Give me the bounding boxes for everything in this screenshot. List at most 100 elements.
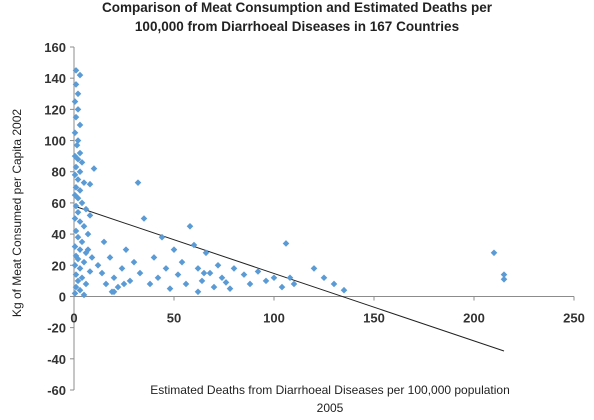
chart-title-line-2: 100,000 from Diarrhoeal Diseases in 167 …	[134, 19, 460, 34]
data-point	[71, 152, 79, 160]
data-point	[182, 280, 190, 288]
data-point	[72, 271, 80, 278]
data-point	[74, 194, 82, 202]
data-point	[80, 179, 88, 186]
x-tick-label: 100	[263, 310, 285, 325]
data-point	[73, 141, 81, 149]
data-point	[72, 202, 80, 210]
data-point	[82, 249, 90, 257]
x-tick-label: 50	[167, 310, 181, 325]
data-point	[72, 184, 80, 191]
data-point	[178, 258, 186, 266]
data-point	[210, 283, 218, 291]
data-point	[71, 290, 79, 297]
data-point	[226, 285, 234, 292]
data-point	[108, 288, 116, 296]
data-point	[190, 241, 198, 249]
data-point	[76, 218, 84, 225]
data-point	[86, 268, 94, 275]
x-tick-label: 200	[463, 310, 485, 325]
data-point	[84, 230, 92, 238]
data-point	[76, 265, 84, 272]
data-point	[194, 288, 202, 296]
chart-title-line-1: Comparison of Meat Consumption and Estim…	[101, 0, 493, 15]
data-point	[78, 238, 86, 246]
data-point	[71, 129, 79, 137]
data-point	[71, 243, 79, 250]
data-point	[120, 280, 128, 288]
data-point	[126, 277, 134, 285]
data-point	[214, 261, 222, 269]
data-point	[74, 137, 82, 144]
data-point	[76, 71, 84, 79]
data-point	[71, 191, 79, 199]
data-point	[90, 165, 98, 172]
y-tick-label: -40	[47, 352, 66, 367]
data-point	[200, 269, 208, 277]
x-tick-label: 150	[363, 310, 385, 325]
data-point	[76, 286, 84, 294]
data-point	[134, 179, 142, 186]
data-point	[282, 240, 290, 247]
data-point	[71, 171, 79, 179]
data-point	[170, 246, 178, 253]
data-point	[82, 280, 90, 288]
data-point	[88, 254, 96, 261]
y-tick-label: 100	[44, 134, 66, 149]
data-point	[106, 254, 114, 261]
data-point	[74, 208, 82, 216]
data-point	[86, 212, 94, 219]
data-point	[76, 187, 84, 194]
data-point	[72, 227, 80, 235]
data-point	[74, 155, 82, 163]
data-point	[206, 269, 214, 277]
data-point	[186, 222, 194, 230]
data-point	[202, 249, 210, 257]
x-tick-label: 250	[563, 310, 585, 325]
data-point	[146, 280, 154, 288]
data-point	[330, 280, 338, 288]
data-point	[76, 121, 84, 129]
y-tick-label: 60	[52, 196, 66, 211]
data-point	[122, 246, 130, 253]
data-point	[150, 254, 158, 261]
data-point	[310, 265, 318, 272]
y-tick-label: 40	[52, 227, 66, 242]
data-point	[118, 265, 126, 272]
data-point	[500, 271, 508, 278]
data-point	[198, 277, 206, 285]
data-point	[76, 246, 84, 253]
y-tick-label: 80	[52, 165, 66, 180]
data-point	[290, 280, 298, 288]
data-point	[72, 113, 80, 121]
x-axis-label-line-2: 2005	[316, 401, 344, 415]
data-point	[320, 274, 328, 282]
x-tick-label: 0	[70, 310, 77, 325]
data-point	[230, 265, 238, 272]
data-point	[71, 215, 79, 222]
data-point	[246, 280, 254, 288]
data-point	[82, 205, 90, 213]
data-points	[71, 67, 508, 299]
data-point	[240, 271, 248, 278]
data-point	[72, 67, 80, 74]
data-point	[74, 255, 82, 263]
data-point	[78, 199, 86, 207]
data-point	[102, 280, 110, 288]
data-point	[158, 233, 166, 241]
data-point	[340, 286, 348, 294]
y-tick-label: -60	[47, 383, 66, 398]
y-tick-label: 140	[44, 71, 66, 86]
data-point	[130, 258, 138, 266]
data-point	[166, 285, 174, 292]
data-point	[76, 149, 84, 157]
data-point	[194, 265, 202, 272]
data-point	[80, 291, 88, 299]
data-point	[222, 279, 230, 286]
y-tick-label: 0	[59, 289, 66, 304]
data-point	[278, 283, 286, 291]
data-point	[80, 222, 88, 230]
y-tick-label: 160	[44, 40, 66, 55]
data-point	[86, 180, 94, 188]
